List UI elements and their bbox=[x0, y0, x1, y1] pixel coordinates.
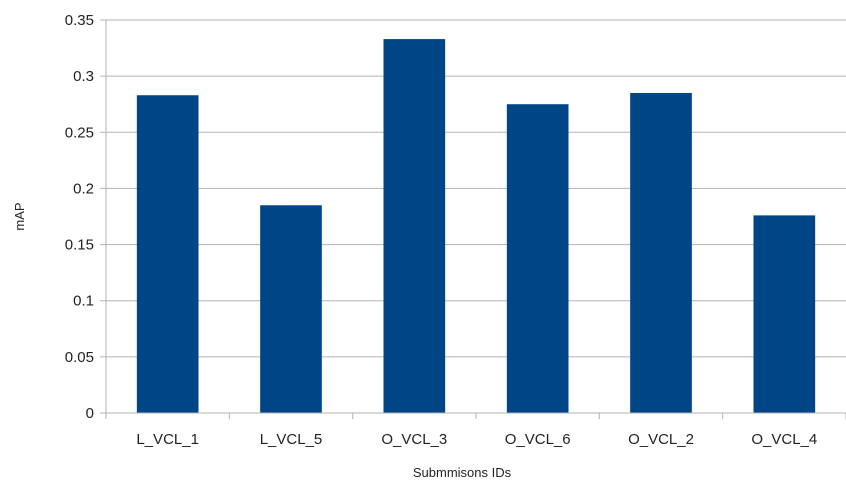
x-tick-label: L_VCL_5 bbox=[260, 431, 323, 448]
bar-o-vcl-2 bbox=[630, 92, 692, 413]
y-axis-title: mAP bbox=[12, 202, 27, 230]
bar-o-vcl-6 bbox=[506, 104, 569, 413]
bar-o-vcl-4 bbox=[753, 215, 816, 413]
y-tick-label: 0.2 bbox=[73, 180, 94, 197]
x-tick-label: O_VCL_3 bbox=[381, 431, 447, 448]
bar-l-vcl-1 bbox=[136, 95, 199, 413]
y-tick-label: 0.15 bbox=[65, 237, 94, 254]
x-tick-label: O_VCL_2 bbox=[628, 431, 694, 448]
x-tick-label: O_VCL_4 bbox=[751, 431, 817, 448]
y-tick-label: 0.3 bbox=[73, 68, 94, 85]
y-tick-label: 0.05 bbox=[65, 349, 94, 366]
x-axis-title: Submmisons IDs bbox=[413, 465, 512, 480]
y-tick-label: 0.25 bbox=[65, 124, 94, 141]
axes bbox=[100, 20, 846, 419]
x-tick-label: L_VCL_1 bbox=[136, 431, 199, 448]
x-tick-label: O_VCL_6 bbox=[505, 431, 571, 448]
gridlines bbox=[100, 19, 846, 414]
y-tick-label: 0.35 bbox=[65, 12, 94, 29]
y-tick-label: 0 bbox=[86, 405, 94, 422]
bar-o-vcl-3 bbox=[383, 39, 446, 414]
y-axis-ticks: 0 0.05 0.1 0.15 0.2 0.25 0.3 0.35 bbox=[65, 12, 94, 422]
x-axis-ticks: L_VCL_1 L_VCL_5 O_VCL_3 O_VCL_6 O_VCL_2 O_VCL… bbox=[136, 431, 817, 448]
y-tick-label: 0.1 bbox=[73, 293, 94, 310]
bars bbox=[136, 39, 816, 414]
bar-l-vcl-5 bbox=[260, 205, 322, 413]
